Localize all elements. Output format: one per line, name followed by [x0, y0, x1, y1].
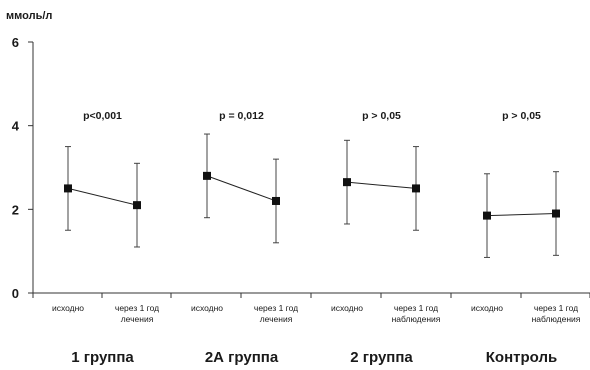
x-tick-label: наблюдения [392, 314, 441, 324]
p-value-label: p = 0,012 [219, 110, 264, 122]
x-tick-label: исходно [331, 303, 363, 313]
x-tick-label: лечения [121, 314, 154, 324]
x-tick-label: исходно [471, 303, 503, 313]
group-label: Контроль [486, 349, 557, 366]
y-tick-label: 4 [12, 119, 20, 134]
data-point-marker [343, 178, 351, 187]
y-tick-label: 0 [12, 286, 19, 301]
series-line [67, 187, 138, 206]
x-tick-label: лечения [260, 314, 293, 324]
y-axis-unit: ммоль/л [6, 10, 52, 22]
data-point-marker [64, 184, 72, 193]
series-line [486, 213, 557, 217]
x-tick-label: через 1 год [534, 303, 578, 313]
x-tick-label: через 1 год [115, 303, 159, 313]
x-tick-label: наблюдения [532, 314, 581, 324]
data-point-marker [272, 196, 280, 205]
series-line [206, 175, 277, 202]
group-label: 2А группа [205, 349, 279, 366]
x-tick-label: исходно [191, 303, 223, 313]
p-value-label: p > 0,05 [362, 110, 401, 122]
data-point-marker [203, 171, 211, 180]
p-value-label: p > 0,05 [502, 110, 541, 122]
series-line [346, 181, 417, 189]
y-tick-label: 6 [12, 35, 19, 50]
x-tick-label: исходно [52, 303, 84, 313]
x-tick-label: через 1 год [394, 303, 438, 313]
p-value-label: p<0,001 [83, 110, 122, 122]
x-tick-label: через 1 год [254, 303, 298, 313]
data-point-marker [552, 209, 560, 218]
group-label: 2 группа [350, 349, 413, 366]
data-point-marker [133, 201, 141, 210]
data-point-marker [483, 211, 491, 220]
data-point-marker [412, 184, 420, 193]
y-tick-label: 2 [12, 202, 19, 217]
group-label: 1 группа [71, 349, 134, 366]
